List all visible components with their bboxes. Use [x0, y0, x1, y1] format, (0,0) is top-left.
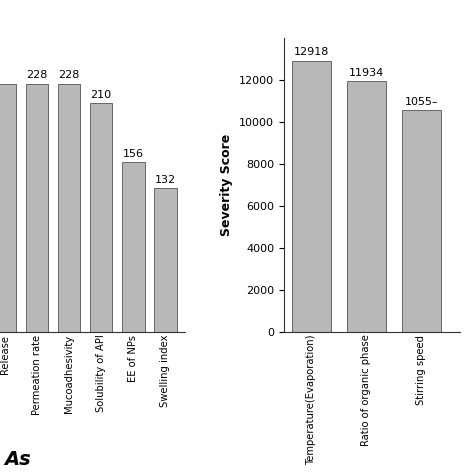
Text: 210: 210: [91, 90, 112, 100]
Bar: [154, 188, 177, 332]
Text: 11934: 11934: [349, 68, 384, 78]
Text: 12918: 12918: [294, 47, 329, 57]
Text: 132: 132: [155, 175, 176, 185]
Bar: [402, 110, 440, 332]
Text: (i): (i): [0, 13, 2, 32]
Text: As: As: [5, 450, 31, 469]
Bar: [292, 61, 330, 332]
Bar: [347, 81, 385, 332]
Bar: [0, 83, 16, 332]
Text: 228: 228: [26, 70, 47, 81]
Text: 156: 156: [123, 149, 144, 159]
Y-axis label: Severity Score: Severity Score: [220, 134, 234, 236]
Bar: [26, 83, 48, 332]
Text: 228: 228: [58, 70, 80, 81]
Bar: [58, 83, 80, 332]
Bar: [122, 162, 145, 332]
Text: 1055–: 1055–: [404, 97, 438, 107]
Bar: [90, 103, 112, 332]
